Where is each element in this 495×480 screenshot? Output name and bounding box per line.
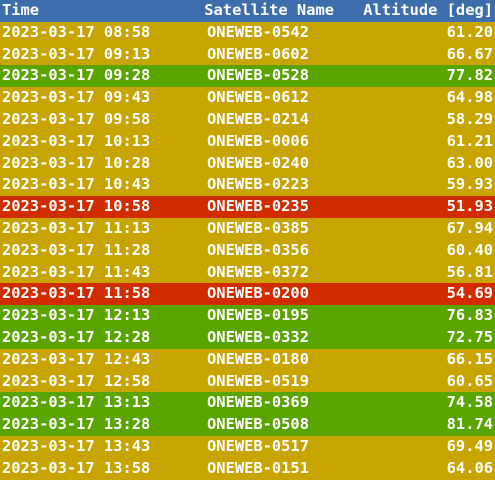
table-row: 2023-03-17 12:13 ONEWEB-0195 76.83 — [0, 305, 495, 327]
altitude-cell: 76.83 — [446, 306, 493, 325]
satellite-name-cell: ONEWEB-0151 — [207, 458, 309, 477]
altitude-cell: 60.65 — [446, 371, 493, 390]
table-row: 2023-03-17 12:58 ONEWEB-0519 60.65 — [0, 370, 495, 393]
pass-time-cell: 2023-03-17 11:58 — [2, 284, 151, 303]
altitude-cell: 56.81 — [446, 262, 493, 281]
satellite-name-cell: ONEWEB-0602 — [207, 44, 309, 63]
satellite-name-cell: ONEWEB-0542 — [207, 22, 309, 41]
altitude-cell: 59.93 — [446, 175, 493, 194]
altitude-cell: 61.20 — [446, 22, 493, 41]
satellite-name-cell: ONEWEB-0508 — [207, 415, 309, 434]
altitude-cell: 77.82 — [446, 66, 493, 85]
pass-time-cell: 2023-03-17 09:43 — [2, 88, 151, 107]
table-row: 2023-03-17 13:43 ONEWEB-0517 69.49 — [0, 435, 495, 458]
altitude-cell: 61.21 — [446, 131, 493, 150]
altitude-cell: 64.06 — [446, 458, 493, 477]
pass-time-cell: 2023-03-17 09:13 — [2, 44, 151, 63]
time-column-header: Time — [2, 1, 40, 19]
satellite-name-cell: ONEWEB-0519 — [207, 371, 309, 390]
table-row: 2023-03-17 11:58 ONEWEB-0200 54.69 — [0, 283, 495, 306]
pass-time-cell: 2023-03-17 11:43 — [2, 262, 151, 281]
table-row: 2023-03-17 11:28 ONEWEB-0356 60.40 — [0, 239, 495, 262]
table-row: 2023-03-17 13:58 ONEWEB-0151 64.06 — [0, 457, 495, 480]
altitude-column-header: Altitude [deg] — [363, 1, 493, 19]
table-body: 2023-03-17 08:58 ONEWEB-0542 61.20 2023-… — [0, 21, 495, 480]
altitude-cell: 63.00 — [446, 153, 493, 172]
altitude-cell: 60.40 — [446, 240, 493, 259]
satellite-name-cell: ONEWEB-0332 — [207, 327, 309, 346]
satellite-name-cell: ONEWEB-0528 — [207, 66, 309, 85]
pass-time-cell: 2023-03-17 13:58 — [2, 458, 151, 477]
satellite-name-cell: ONEWEB-0223 — [207, 175, 309, 194]
table-row: 2023-03-17 12:28 ONEWEB-0332 72.75 — [0, 326, 495, 349]
satellite-name-cell: ONEWEB-0356 — [207, 240, 309, 259]
pass-time-cell: 2023-03-17 11:28 — [2, 240, 151, 259]
pass-time-cell: 2023-03-17 12:58 — [2, 371, 151, 390]
altitude-cell: 51.93 — [446, 197, 493, 216]
table-row: 2023-03-17 09:58 ONEWEB-0214 58.29 — [0, 108, 495, 131]
table-row: 2023-03-17 08:58 ONEWEB-0542 61.20 — [0, 21, 495, 44]
pass-time-cell: 2023-03-17 10:43 — [2, 175, 151, 194]
altitude-cell: 81.74 — [446, 415, 493, 434]
table-row: 2023-03-17 12:43 ONEWEB-0180 66.15 — [0, 348, 495, 371]
table-row: 2023-03-17 10:13 ONEWEB-0006 61.21 — [0, 130, 495, 153]
table-header: Time Satellite Name Altitude [deg] — [0, 0, 495, 22]
satellite-name-cell: ONEWEB-0612 — [207, 88, 309, 107]
altitude-cell: 69.49 — [446, 436, 493, 455]
satellite-name-column-header: Satellite Name — [204, 1, 334, 19]
satellite-name-cell: ONEWEB-0385 — [207, 218, 309, 237]
pass-time-cell: 2023-03-17 10:58 — [2, 197, 151, 216]
pass-time-cell: 2023-03-17 10:28 — [2, 153, 151, 172]
table-row: 2023-03-17 10:58 ONEWEB-0235 51.93 — [0, 196, 495, 218]
pass-time-cell: 2023-03-17 13:28 — [2, 415, 151, 434]
pass-time-cell: 2023-03-17 13:43 — [2, 436, 151, 455]
satellite-name-cell: ONEWEB-0240 — [207, 153, 309, 172]
pass-time-cell: 2023-03-17 10:13 — [2, 131, 151, 150]
satellite-name-cell: ONEWEB-0235 — [207, 197, 309, 216]
altitude-cell: 74.58 — [446, 393, 493, 412]
satellite-name-cell: ONEWEB-0369 — [207, 393, 309, 412]
satellite-name-cell: ONEWEB-0214 — [207, 109, 309, 128]
pass-time-cell: 2023-03-17 08:58 — [2, 22, 151, 41]
altitude-cell: 72.75 — [446, 327, 493, 346]
satellite-name-cell: ONEWEB-0372 — [207, 262, 309, 281]
table-row: 2023-03-17 09:43 ONEWEB-0612 64.98 — [0, 87, 495, 109]
table-row: 2023-03-17 09:28 ONEWEB-0528 77.82 — [0, 65, 495, 88]
satellite-name-cell: ONEWEB-0517 — [207, 436, 309, 455]
table-row: 2023-03-17 13:13 ONEWEB-0369 74.58 — [0, 392, 495, 415]
table-row: 2023-03-17 13:28 ONEWEB-0508 81.74 — [0, 414, 495, 436]
satellite-name-cell: ONEWEB-0180 — [207, 349, 309, 368]
satellite-name-cell: ONEWEB-0200 — [207, 284, 309, 303]
table-row: 2023-03-17 11:43 ONEWEB-0372 56.81 — [0, 261, 495, 284]
pass-time-cell: 2023-03-17 12:28 — [2, 327, 151, 346]
table-row: 2023-03-17 11:13 ONEWEB-0385 67.94 — [0, 217, 495, 240]
pass-time-cell: 2023-03-17 12:13 — [2, 306, 151, 325]
pass-time-cell: 2023-03-17 09:58 — [2, 109, 151, 128]
altitude-cell: 54.69 — [446, 284, 493, 303]
pass-time-cell: 2023-03-17 12:43 — [2, 349, 151, 368]
satellite-name-cell: ONEWEB-0195 — [207, 306, 309, 325]
altitude-cell: 66.67 — [446, 44, 493, 63]
altitude-cell: 58.29 — [446, 109, 493, 128]
pass-time-cell: 2023-03-17 13:13 — [2, 393, 151, 412]
table-row: 2023-03-17 09:13 ONEWEB-0602 66.67 — [0, 43, 495, 66]
altitude-cell: 67.94 — [446, 218, 493, 237]
pass-time-cell: 2023-03-17 11:13 — [2, 218, 151, 237]
pass-time-cell: 2023-03-17 09:28 — [2, 66, 151, 85]
altitude-cell: 64.98 — [446, 88, 493, 107]
table-row: 2023-03-17 10:43 ONEWEB-0223 59.93 — [0, 174, 495, 197]
satellite-name-cell: ONEWEB-0006 — [207, 131, 309, 150]
altitude-cell: 66.15 — [446, 349, 493, 368]
table-row: 2023-03-17 10:28 ONEWEB-0240 63.00 — [0, 152, 495, 175]
